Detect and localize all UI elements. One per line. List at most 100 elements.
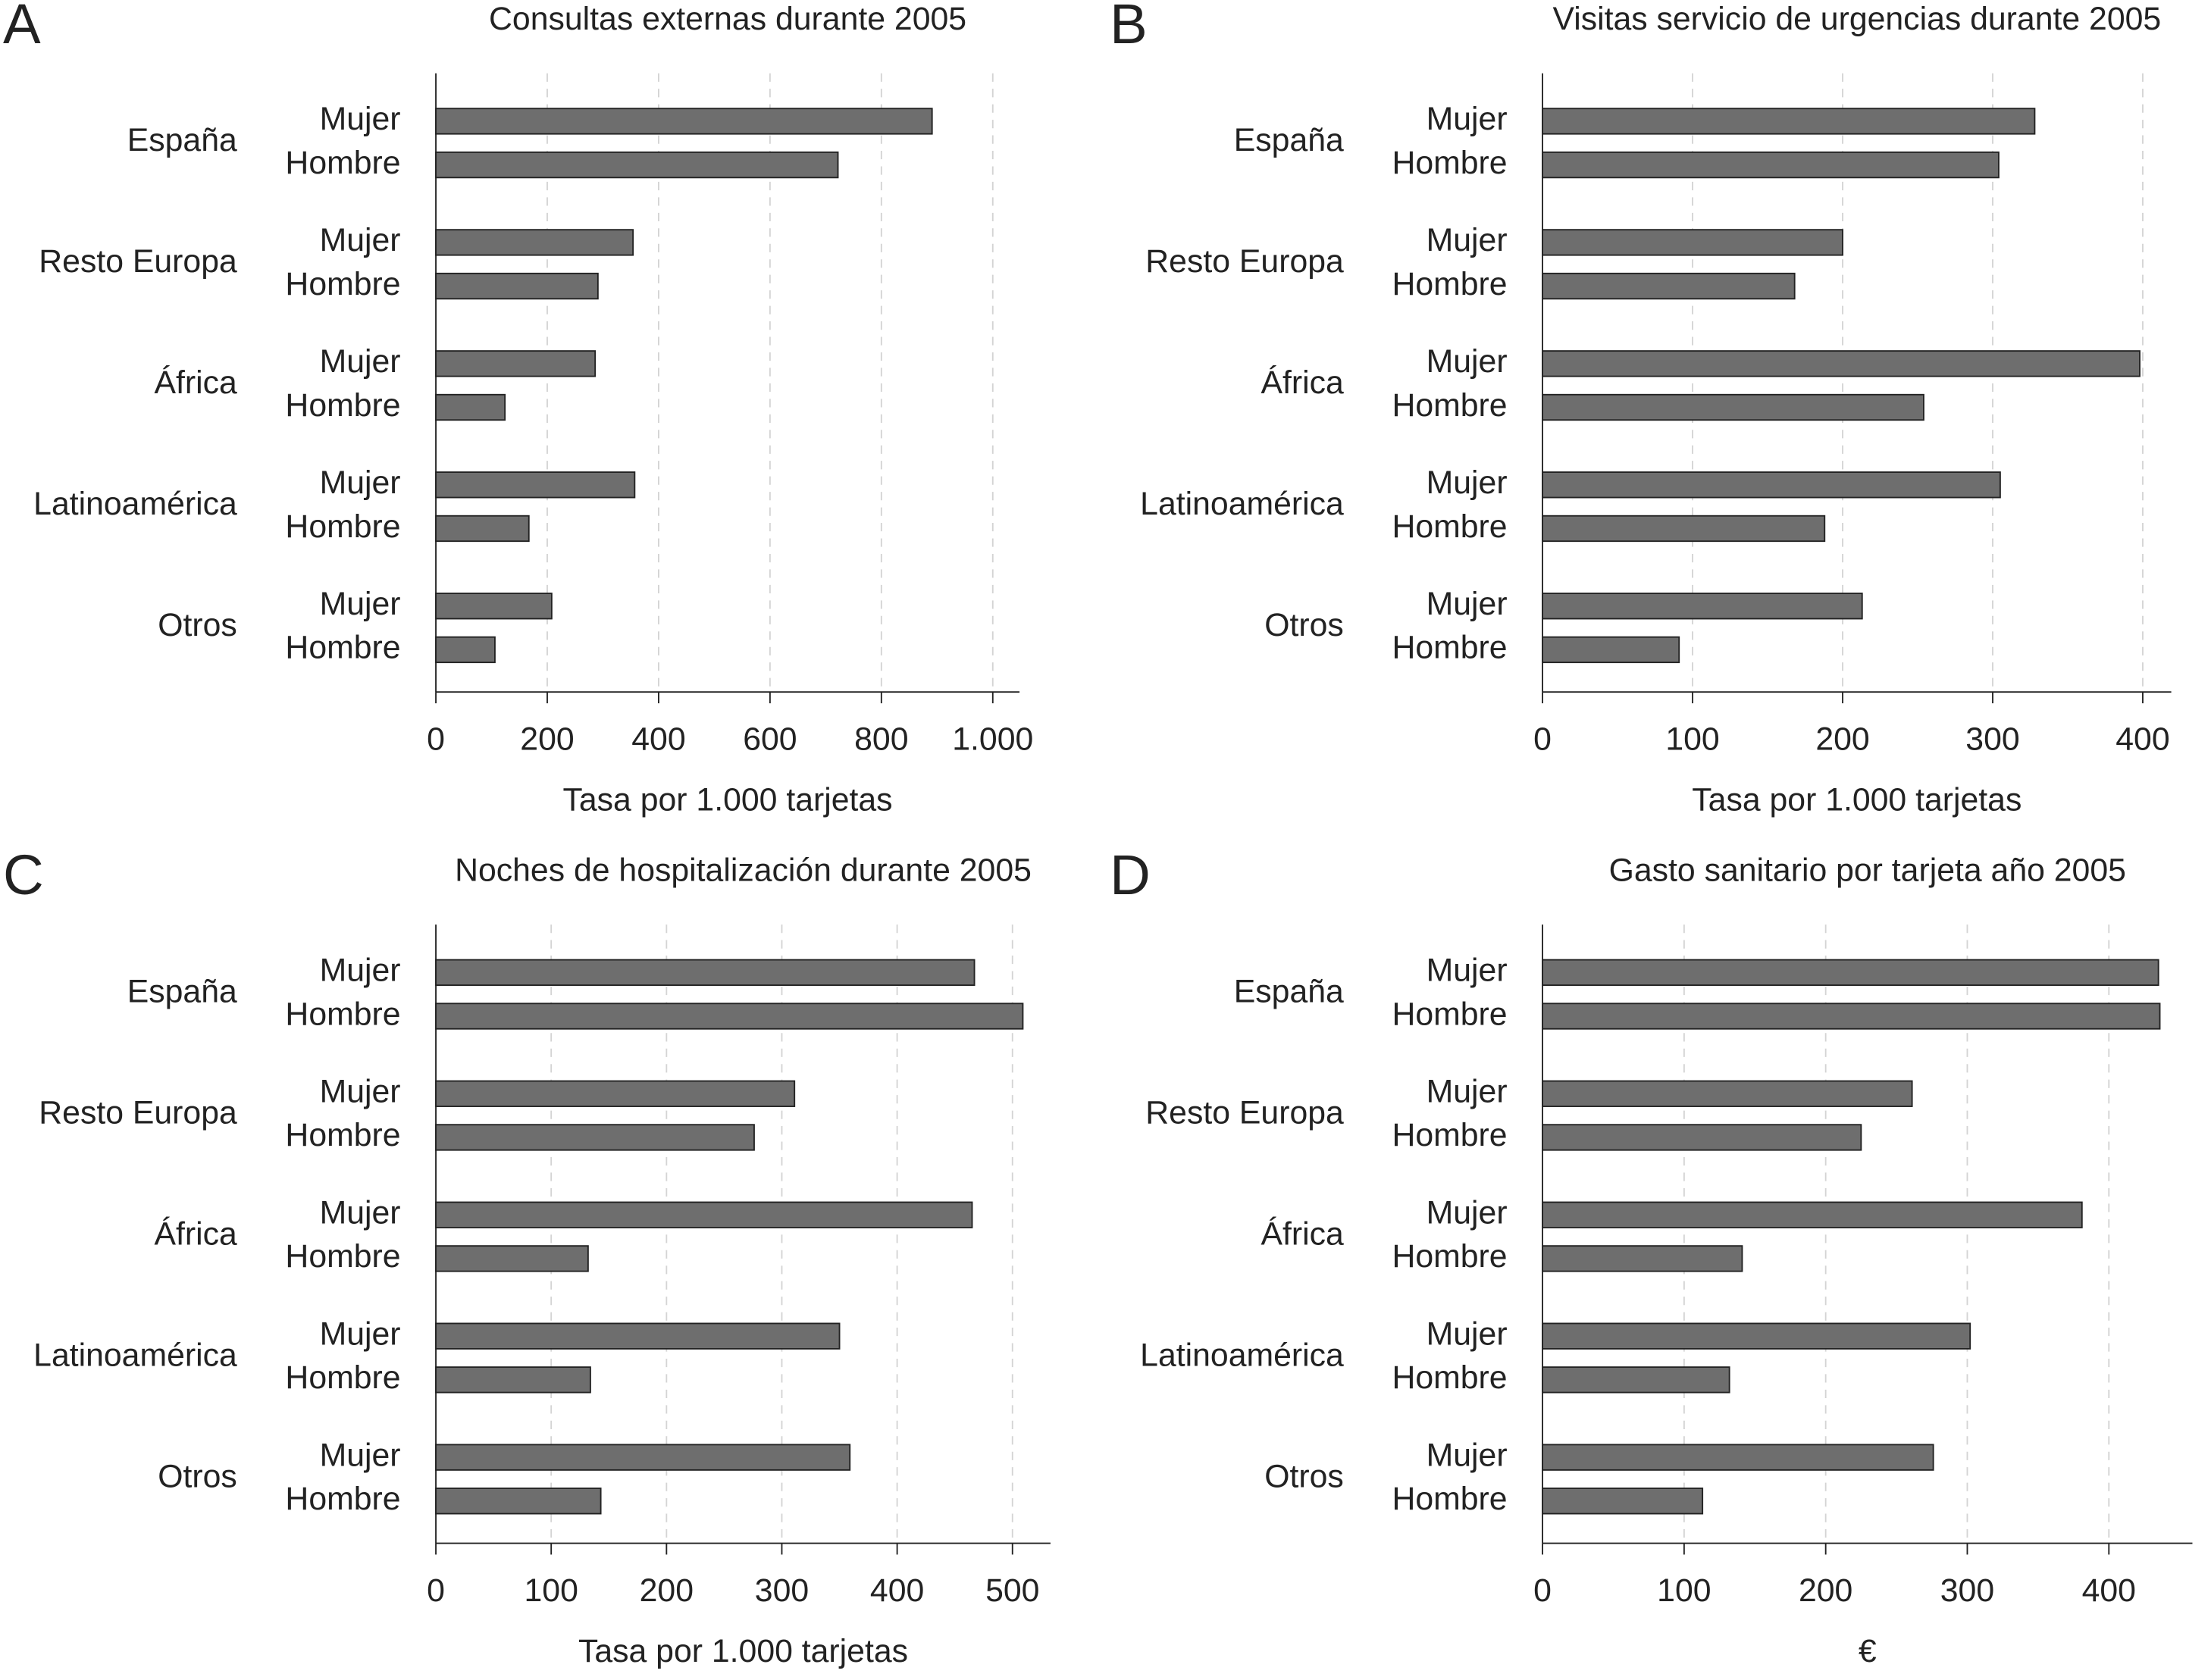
- series-label: Mujer: [1427, 1195, 1508, 1231]
- bar: [1542, 515, 1826, 543]
- bar: [1542, 393, 1924, 421]
- series-label: Hombre: [285, 508, 400, 545]
- series-label: Hombre: [1392, 145, 1507, 181]
- series-label: Mujer: [320, 586, 401, 622]
- series-label: Hombre: [1392, 1117, 1507, 1153]
- x-tick-label: 200: [640, 1572, 694, 1609]
- group-label: Latinoamérica: [33, 486, 237, 522]
- bar: [435, 1201, 973, 1228]
- group-label: Otros: [158, 1458, 237, 1494]
- series-label: Mujer: [320, 1437, 401, 1473]
- series-label: Mujer: [320, 222, 401, 258]
- series-label: Mujer: [1427, 343, 1508, 380]
- x-tick-label: 200: [1815, 721, 1869, 758]
- bar: [1542, 1366, 1730, 1394]
- bar: [1542, 151, 2000, 179]
- bar: [435, 1444, 851, 1471]
- group-label: España: [1234, 122, 1344, 158]
- series-label: Mujer: [1427, 953, 1508, 989]
- series-label: Mujer: [1427, 1316, 1508, 1352]
- group-label: Latinoamérica: [1140, 1337, 1344, 1373]
- group-label: África: [1261, 364, 1344, 401]
- series-label: Hombre: [285, 1359, 400, 1396]
- group-label: Resto Europa: [39, 1094, 237, 1131]
- series-label: Mujer: [1427, 101, 1508, 137]
- series-label: Mujer: [1427, 222, 1508, 258]
- x-tick-label: 0: [427, 721, 445, 758]
- series-label: Hombre: [1392, 508, 1507, 545]
- x-tick-label: 100: [525, 1572, 578, 1609]
- bar: [1542, 593, 1863, 620]
- x-tick-label: 300: [755, 1572, 809, 1609]
- x-tick-label: 600: [743, 721, 797, 758]
- group-label: África: [1261, 1215, 1344, 1252]
- series-label: Mujer: [320, 1316, 401, 1352]
- series-label: Mujer: [320, 465, 401, 501]
- series-label: Hombre: [285, 266, 400, 302]
- series-label: Mujer: [320, 101, 401, 137]
- bar: [1542, 1124, 1862, 1151]
- series-label: Hombre: [1392, 266, 1507, 302]
- bar: [435, 636, 496, 664]
- bar: [435, 1080, 796, 1107]
- x-tick-label: 0: [427, 1572, 445, 1609]
- bar: [435, 1003, 1024, 1030]
- bar: [1542, 1322, 1971, 1350]
- panel-letter: D: [1110, 843, 1151, 906]
- x-tick-label: 300: [1965, 721, 2019, 758]
- series-label: Hombre: [1392, 996, 1507, 1032]
- panel-letter: C: [3, 843, 44, 906]
- bar: [1542, 1245, 1743, 1272]
- x-tick-label: 200: [1799, 1572, 1852, 1609]
- bar: [1542, 1488, 1704, 1515]
- chart-title: Visitas servicio de urgencias durante 20…: [1552, 1, 2161, 37]
- series-label: Hombre: [285, 1117, 400, 1153]
- x-tick-label: 400: [2082, 1572, 2136, 1609]
- series-label: Hombre: [285, 387, 400, 424]
- group-label: Resto Europa: [1145, 1094, 1344, 1131]
- bar: [435, 272, 599, 300]
- group-label: África: [154, 1215, 237, 1252]
- bar: [435, 350, 597, 377]
- group-label: África: [154, 364, 237, 401]
- bar: [1542, 636, 1680, 664]
- series-label: Mujer: [320, 953, 401, 989]
- group-label: Resto Europa: [1145, 243, 1344, 280]
- x-tick-label: 500: [985, 1572, 1039, 1609]
- bar: [1542, 108, 2036, 135]
- series-label: Hombre: [1392, 630, 1507, 666]
- bar: [1542, 350, 2141, 377]
- x-axis-title: Tasa por 1.000 tarjetas: [578, 1633, 908, 1669]
- bar: [435, 108, 933, 135]
- bar: [435, 1245, 589, 1272]
- series-label: Mujer: [320, 1195, 401, 1231]
- chart-title: Gasto sanitario por tarjeta año 2005: [1609, 853, 2126, 889]
- chart-title: Consultas externas durante 2005: [489, 1, 966, 37]
- x-tick-label: 300: [1940, 1572, 1994, 1609]
- series-label: Mujer: [320, 343, 401, 380]
- x-tick-label: 400: [870, 1572, 924, 1609]
- bar: [1542, 959, 2159, 986]
- bar: [1542, 229, 1843, 256]
- bar: [1542, 1080, 1913, 1107]
- chart-title: Noches de hospitalización durante 2005: [455, 853, 1032, 889]
- x-tick-label: 100: [1657, 1572, 1711, 1609]
- bar: [435, 229, 634, 256]
- bar: [435, 151, 839, 179]
- series-label: Mujer: [1427, 586, 1508, 622]
- group-label: Otros: [1264, 1458, 1344, 1494]
- bar: [435, 471, 636, 499]
- bar: [435, 1124, 755, 1151]
- x-tick-label: 200: [520, 721, 574, 758]
- group-label: Latinoamérica: [1140, 486, 1344, 522]
- bar: [435, 1488, 602, 1515]
- series-label: Mujer: [320, 1074, 401, 1110]
- series-label: Hombre: [285, 1238, 400, 1275]
- x-axis-title: Tasa por 1.000 tarjetas: [1692, 782, 2022, 818]
- x-tick-label: 0: [1533, 721, 1552, 758]
- bar: [1542, 1444, 1934, 1471]
- series-label: Hombre: [1392, 387, 1507, 424]
- x-axis-title: Tasa por 1.000 tarjetas: [563, 782, 893, 818]
